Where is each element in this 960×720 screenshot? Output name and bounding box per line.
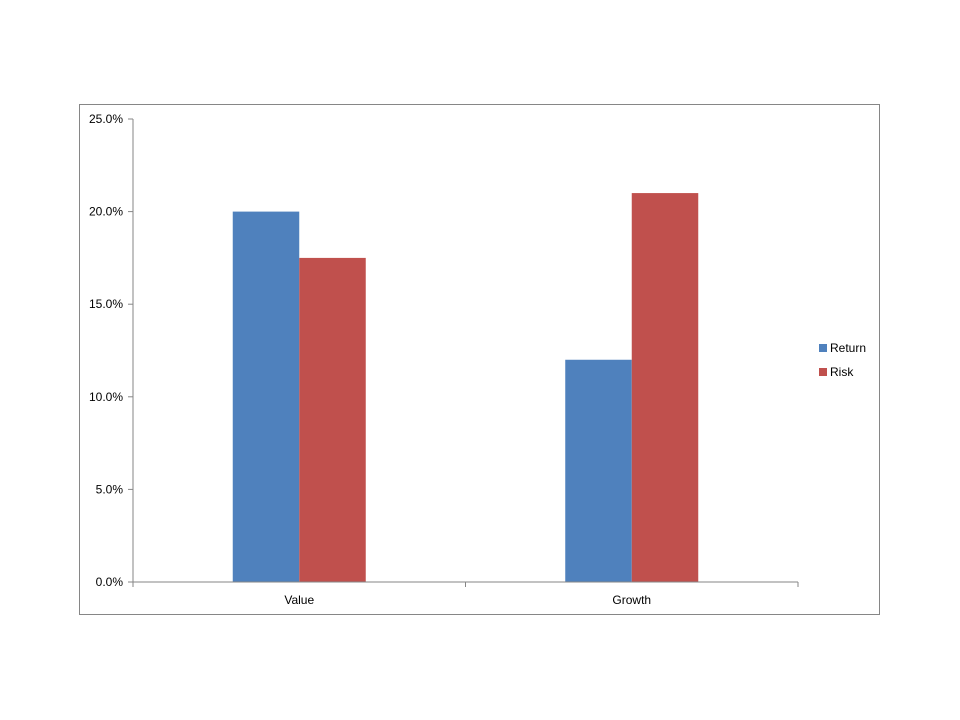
bar-risk-growth: [631, 193, 699, 582]
legend: Return Risk: [819, 341, 866, 379]
y-tick-label: 0.0%: [96, 575, 124, 589]
bar-risk-value: [299, 257, 366, 582]
y-tick-label: 15.0%: [89, 297, 123, 311]
y-tick-label: 20.0%: [89, 205, 123, 219]
legend-label-risk: Risk: [830, 365, 854, 379]
bars: [232, 193, 699, 582]
y-tick-label: 5.0%: [96, 482, 124, 496]
legend-swatch-return: [819, 344, 827, 352]
y-tick-label: 10.0%: [89, 390, 123, 404]
x-category-label: Growth: [612, 593, 651, 607]
y-axis: 0.0% 5.0% 10.0% 15.0% 20.0% 25.0%: [89, 112, 134, 589]
chart-frame: [79, 104, 880, 615]
x-axis: Value Growth: [132, 581, 799, 607]
y-tick-label: 25.0%: [89, 112, 123, 126]
legend-swatch-risk: [819, 368, 827, 376]
legend-label-return: Return: [830, 341, 866, 355]
bar-return-growth: [565, 359, 632, 582]
bar-return-value: [232, 211, 300, 582]
x-category-label: Value: [284, 593, 314, 607]
